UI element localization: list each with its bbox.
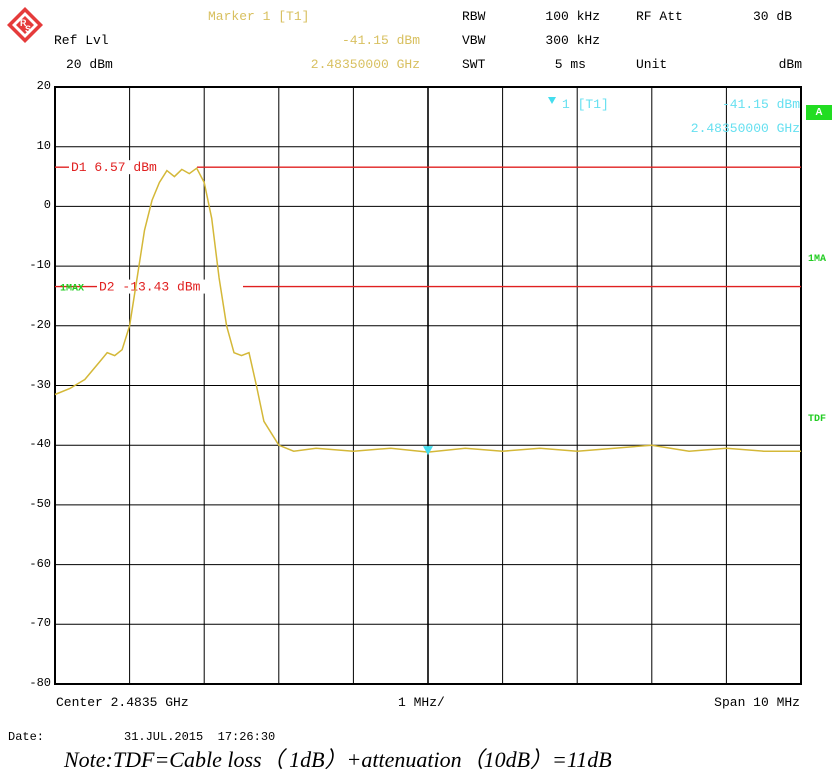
y-tick-label: 10 bbox=[36, 138, 51, 153]
marker-frequency: 2.48350000 GHz bbox=[310, 57, 420, 72]
y-tick-label: -70 bbox=[29, 616, 51, 631]
trace-label-1max: 1MAX bbox=[60, 284, 84, 295]
y-tick-label: -40 bbox=[29, 437, 51, 452]
frequency-per-division: 1 MHz/ bbox=[398, 695, 445, 710]
y-tick-label: -50 bbox=[29, 496, 51, 511]
y-tick-label: -10 bbox=[29, 258, 51, 273]
marker-1-symbol bbox=[423, 446, 433, 456]
display-line-label-bg bbox=[97, 279, 243, 294]
rohde-schwarz-logo: R S bbox=[7, 7, 43, 43]
svg-text:R: R bbox=[20, 18, 27, 28]
swt-label: SWT bbox=[462, 57, 486, 72]
date-value: 31.JUL.2015 17:26:30 bbox=[124, 730, 276, 744]
y-tick-label: 20 bbox=[36, 79, 51, 93]
marker-level: -41.15 dBm bbox=[341, 33, 420, 48]
y-tick-label: 0 bbox=[43, 198, 51, 213]
unit-label: Unit bbox=[636, 57, 668, 72]
plot-marker-label: 1 [T1] bbox=[562, 97, 609, 112]
date-label: Date: bbox=[8, 730, 45, 744]
ref-level-value: 20 dBm bbox=[66, 57, 113, 72]
svg-text:S: S bbox=[25, 24, 31, 34]
plot-marker-level: -41.15 dBm bbox=[721, 97, 800, 112]
y-tick-label: -30 bbox=[29, 377, 51, 392]
marker-legend-icon bbox=[548, 97, 556, 104]
display-line-label-d1: D1 6.57 dBm bbox=[71, 160, 157, 175]
ref-level-label: Ref Lvl bbox=[54, 33, 109, 48]
display-line-label-d2: D2 -13.43 dBm bbox=[99, 280, 201, 295]
trace-a-badge: A bbox=[806, 105, 832, 120]
plot-marker-frequency: 2.48350000 GHz bbox=[690, 121, 800, 136]
center-frequency: Center 2.4835 GHz bbox=[56, 695, 189, 710]
span-label: Span 10 MHz bbox=[714, 695, 800, 710]
note-text: Note:TDF=Cable loss（ 1dB）+attenuation（10… bbox=[64, 747, 612, 772]
y-tick-label: -80 bbox=[29, 676, 51, 690]
rf-att-value: 30 dB bbox=[752, 9, 792, 24]
y-tick-label: -60 bbox=[29, 556, 51, 571]
marker-title: Marker 1 [T1] bbox=[208, 9, 310, 24]
side-label-tdf: TDF bbox=[808, 414, 827, 425]
rbw-value: 100 kHz bbox=[545, 9, 600, 24]
vbw-label: VBW bbox=[462, 33, 486, 48]
swt-value: 5 ms bbox=[554, 57, 586, 72]
unit-value: dBm bbox=[778, 57, 802, 72]
side-label-1ma: 1MA bbox=[808, 254, 827, 265]
vbw-value: 300 kHz bbox=[545, 33, 600, 48]
display-line-label-bg bbox=[69, 160, 197, 175]
rf-att-label: RF Att bbox=[636, 9, 683, 24]
rbw-label: RBW bbox=[462, 9, 486, 24]
trace-1max bbox=[54, 167, 801, 453]
y-tick-label: -20 bbox=[29, 317, 51, 332]
